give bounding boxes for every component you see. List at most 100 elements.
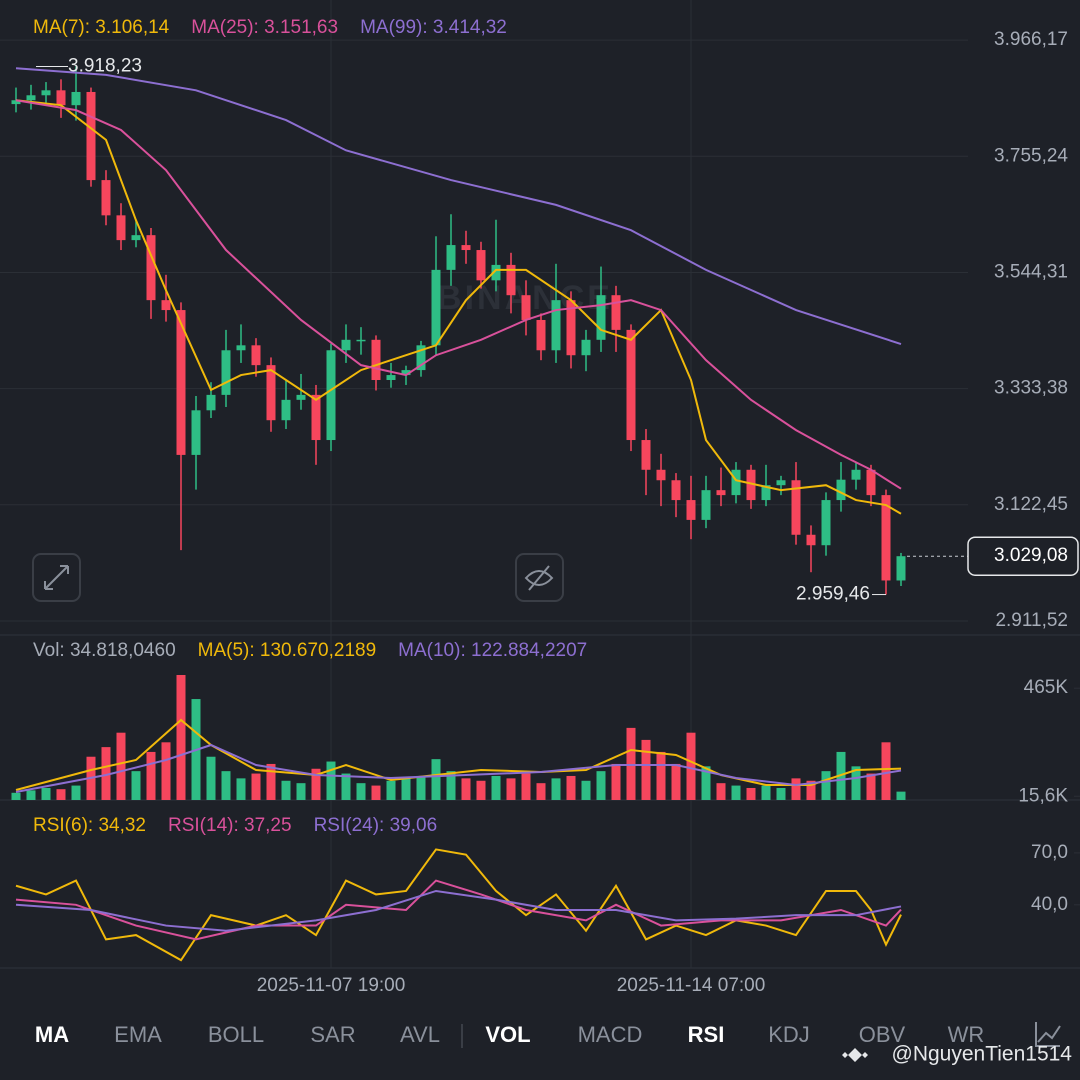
candle-body — [611, 295, 621, 330]
indicator-line — [15, 889, 902, 932]
volume-bar — [416, 775, 426, 800]
volume-bar — [521, 773, 531, 800]
volume-bar — [611, 763, 621, 800]
volume-bar — [506, 778, 516, 800]
volume-bar — [581, 780, 591, 800]
indicator-tab[interactable]: EMA — [114, 1022, 162, 1047]
volume-bar — [686, 732, 696, 800]
y-tick-label: 465K — [1024, 677, 1069, 698]
candle-body — [731, 469, 741, 496]
candle-body — [866, 469, 876, 496]
legend-entry: RSI(14): 37,25 — [168, 815, 292, 836]
volume-bar — [146, 751, 156, 800]
y-tick-label: 3.544,31 — [994, 261, 1068, 282]
candle-body — [521, 295, 531, 320]
legend-entry: MA(99): 3.414,32 — [360, 17, 507, 38]
volume-bar — [56, 789, 66, 800]
low-label: 2.959,46 — [796, 584, 870, 605]
candle-body — [446, 245, 456, 270]
volume-bar — [356, 783, 366, 800]
volume-bar — [251, 773, 261, 800]
indicator-tab[interactable]: VOL — [485, 1022, 530, 1047]
hide-button[interactable] — [515, 553, 564, 602]
last-price-label: 3.029,08 — [994, 545, 1068, 566]
volume-bar — [881, 742, 891, 800]
volume-bar — [851, 766, 861, 800]
legend-entry: MA(7): 3.106,14 — [33, 17, 170, 38]
candle-body — [641, 440, 651, 470]
indicator-tab[interactable]: RSI — [688, 1022, 725, 1047]
indicator-tab[interactable]: WR — [948, 1022, 985, 1047]
indicator-tab[interactable]: SAR — [310, 1022, 355, 1047]
volume-bar — [11, 792, 21, 800]
candle-body — [326, 350, 336, 441]
volume-bar — [386, 780, 396, 800]
indicator-tab[interactable]: KDJ — [768, 1022, 810, 1047]
candle-body — [626, 329, 636, 441]
indicator-line — [15, 848, 902, 962]
candle-body — [836, 479, 846, 501]
x-tick-label: 2025-11-14 07:00 — [617, 975, 766, 996]
candle-body — [536, 319, 546, 351]
candle-body — [656, 469, 666, 481]
candle-body — [686, 500, 696, 520]
volume-bar — [626, 727, 636, 800]
candle-body — [386, 375, 396, 381]
volume-bar — [806, 780, 816, 800]
volume-bar — [491, 775, 501, 800]
candle-body — [746, 469, 756, 501]
candle-body — [431, 269, 441, 346]
volume-bar — [176, 675, 186, 800]
candle-body — [11, 100, 21, 105]
volume-bar — [431, 759, 441, 800]
volume-bar — [41, 787, 51, 800]
volume-bar — [26, 790, 36, 800]
volume-bar — [701, 766, 711, 800]
candle-body — [416, 345, 426, 371]
chart-settings-icon[interactable] — [1035, 1022, 1061, 1047]
candle-body — [821, 500, 831, 546]
candle-body — [161, 300, 171, 311]
volume-bar — [71, 785, 81, 800]
y-tick-label: 3.333,38 — [994, 378, 1068, 399]
candle-body — [26, 95, 36, 101]
indicator-tab[interactable]: MA — [35, 1022, 69, 1047]
volume-bar — [341, 773, 351, 800]
candle-body — [251, 345, 261, 366]
volume-bar — [326, 761, 336, 800]
x-tick-label: 2025-11-07 19:00 — [257, 975, 406, 996]
volume-bar — [131, 771, 141, 800]
volume-bar — [671, 763, 681, 800]
candle-body — [701, 490, 711, 520]
candle-body — [356, 339, 366, 342]
candle-body — [881, 495, 891, 581]
candle-body — [491, 264, 501, 281]
indicator-tab[interactable]: MACD — [578, 1022, 643, 1047]
indicator-tab[interactable]: AVL — [400, 1022, 440, 1047]
candle-body — [41, 90, 51, 96]
y-tick-label: 3.122,45 — [994, 494, 1068, 515]
expand-button[interactable] — [32, 553, 81, 602]
candle-body — [371, 339, 381, 381]
indicator-line — [15, 99, 902, 515]
candle-body — [116, 215, 126, 241]
candle-body — [716, 490, 726, 496]
candle-body — [791, 480, 801, 535]
candle-body — [296, 394, 306, 400]
volume-bar — [596, 771, 606, 800]
indicator-line — [15, 67, 902, 345]
y-tick-label: 15,6K — [1018, 785, 1068, 806]
candle-body — [896, 556, 906, 581]
candle-body — [401, 370, 411, 376]
watermark: @NguyenTien1514 — [892, 1043, 1073, 1066]
indicator-tab[interactable]: BOLL — [208, 1022, 264, 1047]
indicator-tab[interactable]: OBV — [859, 1022, 906, 1047]
candle-body — [101, 180, 111, 216]
candle-body — [776, 480, 786, 486]
volume-bar — [866, 773, 876, 800]
volume-bar — [206, 756, 216, 800]
volume-bar — [791, 778, 801, 800]
volume-bar — [161, 742, 171, 800]
